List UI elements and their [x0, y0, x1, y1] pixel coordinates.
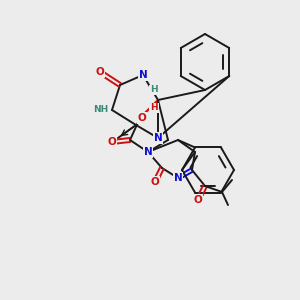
- Text: N: N: [174, 173, 182, 183]
- Text: N: N: [144, 147, 152, 157]
- Text: O: O: [194, 195, 202, 205]
- Text: H: H: [150, 103, 158, 112]
- Text: N: N: [154, 133, 162, 143]
- Text: O: O: [108, 137, 116, 147]
- Text: O: O: [96, 67, 104, 77]
- Text: NH: NH: [93, 106, 108, 115]
- Text: N: N: [139, 70, 147, 80]
- Text: H: H: [150, 85, 158, 94]
- Text: O: O: [138, 113, 146, 123]
- Text: O: O: [151, 177, 159, 187]
